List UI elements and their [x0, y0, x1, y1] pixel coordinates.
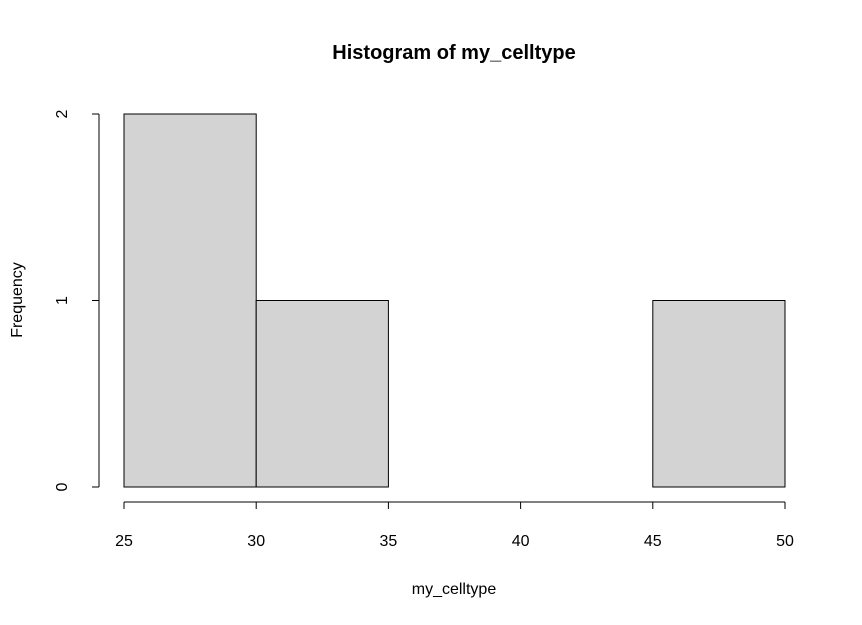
histogram-bar-45-50 [652, 300, 786, 488]
x-tick-label-50: 50 [776, 533, 794, 550]
y-tick-label-1: 1 [54, 296, 71, 305]
y-axis: 0 1 2 [54, 109, 100, 491]
histogram-bar-30-35 [255, 300, 389, 488]
x-tick-label-30: 30 [247, 533, 265, 550]
x-axis-label: my_celltype [412, 581, 497, 598]
chart-title: Histogram of my_celltype [332, 42, 575, 64]
x-tick-label-35: 35 [380, 533, 398, 550]
x-axis: 25 30 35 40 45 50 [115, 501, 794, 550]
y-tick-label-0: 0 [54, 482, 71, 491]
y-axis-label: Frequency [9, 262, 26, 338]
bars-group [123, 113, 786, 488]
x-tick-label-40: 40 [512, 533, 530, 550]
histogram-bar-25-30 [123, 113, 257, 488]
y-tick-label-2: 2 [54, 109, 71, 118]
x-tick-label-45: 45 [644, 533, 662, 550]
x-tick-label-25: 25 [115, 533, 133, 550]
